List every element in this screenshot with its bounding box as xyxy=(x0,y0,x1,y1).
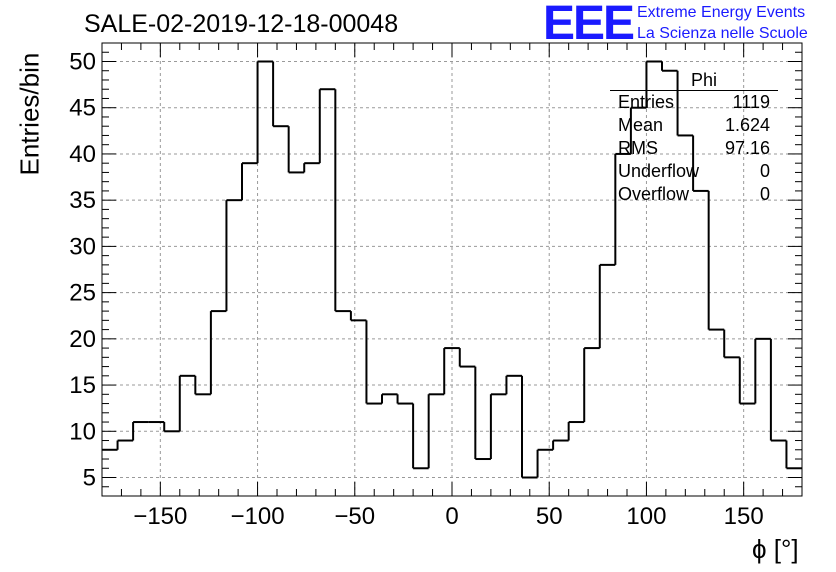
stats-row-rms: RMS 97.16 xyxy=(610,137,778,160)
logo-text-line1: Extreme Energy Events xyxy=(637,4,806,21)
y-tick-label: 50 xyxy=(69,48,96,75)
x-tick-label: 0 xyxy=(445,503,458,530)
y-tick-label: 35 xyxy=(69,187,96,214)
y-tick-label: 45 xyxy=(69,95,96,122)
stats-label: Overflow xyxy=(618,184,690,204)
stats-box: Phi Entries 1119 Mean 1.624 RMS 97.16 Under… xyxy=(610,70,778,206)
stats-label: Mean xyxy=(618,115,664,135)
stats-value: 1.624 xyxy=(724,115,770,135)
y-tick-label: 5 xyxy=(83,465,96,492)
y-tick-label: 15 xyxy=(69,372,96,399)
stats-box-title: Phi xyxy=(610,70,778,91)
stats-value: 1119 xyxy=(732,92,770,112)
y-tick-label: 40 xyxy=(69,141,96,168)
x-tick-label: 100 xyxy=(626,503,666,530)
stats-row-overflow: Overflow 0 xyxy=(610,183,778,206)
stats-label: RMS xyxy=(618,138,658,158)
x-tick-label: −50 xyxy=(334,503,375,530)
y-tick-label: 20 xyxy=(69,326,96,353)
x-tick-label: 50 xyxy=(536,503,563,530)
stats-value: 0 xyxy=(759,184,770,204)
chart-title: SALE-02-2019-12-18-00048 xyxy=(84,10,399,38)
y-tick-label: 25 xyxy=(69,280,96,307)
stats-row-underflow: Underflow 0 xyxy=(610,160,778,183)
x-tick-label: −100 xyxy=(231,503,285,530)
stats-value: 0 xyxy=(759,161,770,181)
eee-logo: EEE xyxy=(543,0,635,50)
stats-label: Entries xyxy=(618,92,675,112)
y-tick-label: 10 xyxy=(69,418,96,445)
logo-text-line2: La Scienza nelle Scuole xyxy=(637,25,808,42)
stats-row-entries: Entries 1119 xyxy=(610,91,778,114)
x-tick-label: −150 xyxy=(133,503,187,530)
x-axis-label: ϕ [°] xyxy=(752,534,799,564)
y-tick-label: 30 xyxy=(69,233,96,260)
stats-row-mean: Mean 1.624 xyxy=(610,114,778,137)
x-tick-label: 150 xyxy=(724,503,764,530)
stats-label: Underflow xyxy=(618,161,700,181)
stats-value: 97.16 xyxy=(724,138,770,158)
